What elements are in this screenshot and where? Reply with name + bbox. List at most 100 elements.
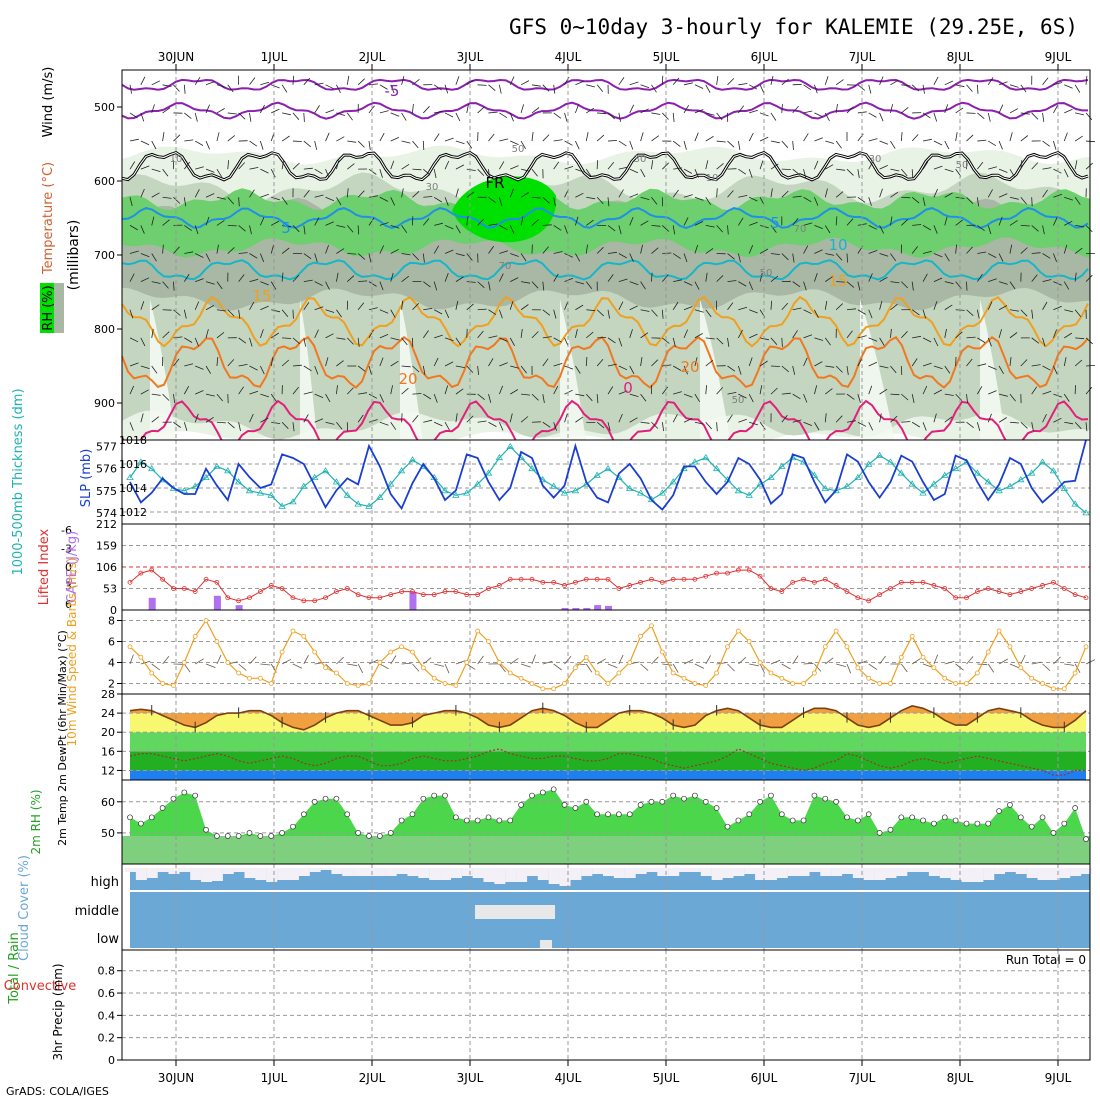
wind-barb <box>455 188 459 198</box>
wind10-point <box>1061 686 1067 692</box>
wind-barb <box>390 197 396 206</box>
cape-tick-label: 106 <box>96 561 117 574</box>
wind-barb <box>129 225 138 231</box>
rh2m-point <box>224 833 231 839</box>
wind-barb <box>998 193 1008 198</box>
wind-barb <box>205 416 214 423</box>
wind-barb <box>1085 225 1093 233</box>
wind-barb <box>205 216 210 226</box>
wind-barb <box>846 393 855 400</box>
wind-barb <box>184 139 194 142</box>
y-tick-label: 24 <box>101 707 115 720</box>
rh2m-point <box>127 814 133 821</box>
wind-barb <box>749 309 758 314</box>
wind-barb <box>803 196 812 203</box>
wind10-point <box>453 683 459 688</box>
wind-barb <box>216 108 225 114</box>
wind-barb <box>357 414 364 423</box>
surface-wind-barb <box>585 663 593 673</box>
wind-barb <box>542 224 552 226</box>
wind-barb <box>1031 112 1039 120</box>
wind10-point <box>399 644 404 650</box>
wind-barb <box>759 84 765 94</box>
surface-wind-barb <box>1009 663 1020 669</box>
thickness-point <box>343 491 352 498</box>
surface-wind-barb <box>705 655 711 665</box>
surface-wind-barb <box>194 658 204 665</box>
wind-barb <box>173 281 175 291</box>
wind-barb <box>803 84 812 91</box>
wind-barb <box>357 365 366 372</box>
cloud-high-gap <box>222 868 234 874</box>
li-point <box>659 579 665 585</box>
rh2m-point <box>800 817 807 824</box>
wind-barb <box>281 197 288 205</box>
wind-barb <box>770 253 780 255</box>
wind-barb <box>705 248 714 254</box>
surface-wind-barb <box>900 663 908 673</box>
wind-barb <box>651 112 661 115</box>
temp-band <box>130 732 1086 752</box>
li-point <box>420 592 426 598</box>
wind-barb <box>879 188 883 198</box>
wind-barb <box>346 225 354 233</box>
wind-barb <box>466 140 473 149</box>
rh2m-point <box>963 820 970 827</box>
wind10-point <box>985 649 991 655</box>
wind10-point <box>627 660 633 665</box>
wind-barb <box>466 79 475 86</box>
rh2m-point <box>572 805 579 811</box>
contour-label: 20 <box>680 358 699 376</box>
wind-barb <box>444 273 449 282</box>
wind-barb <box>390 137 400 142</box>
wind-barb <box>846 308 857 311</box>
wind-barb <box>933 277 943 283</box>
rh2m-point <box>496 817 503 824</box>
wind-barb <box>672 414 678 423</box>
date-label-bottom: 8JUL <box>947 1071 974 1085</box>
wind-barb <box>944 365 951 374</box>
cloud-high-gap <box>516 868 528 882</box>
wind-barb <box>1074 84 1081 93</box>
wind-barb <box>357 253 366 260</box>
wind-barb <box>596 84 604 93</box>
cloud-high-gap <box>483 868 495 882</box>
wind-barb <box>716 337 724 345</box>
rh2m-point <box>377 833 383 839</box>
wind-barb <box>368 365 372 375</box>
wind-barb <box>205 168 215 173</box>
wind-barb <box>368 105 375 114</box>
wind-barb <box>488 223 498 226</box>
thickness-point <box>821 484 830 491</box>
wind-barb <box>173 421 181 428</box>
wind-barb <box>846 253 848 263</box>
li-point <box>1083 595 1089 601</box>
wind-barb <box>249 140 258 147</box>
wind-barb <box>216 84 226 88</box>
wind-barb <box>586 107 595 114</box>
wind-barb <box>227 135 236 142</box>
wind-barb <box>281 247 290 254</box>
wind-barb <box>314 82 324 86</box>
wind-barb <box>976 197 979 207</box>
wind-barb <box>270 357 274 367</box>
li-point <box>909 579 915 585</box>
wind10-point <box>138 654 144 660</box>
surface-wind-barb <box>553 663 562 671</box>
wind-barb <box>401 253 411 256</box>
wind10-point <box>410 649 415 655</box>
wind-barb <box>575 253 581 262</box>
li-point <box>1061 586 1067 591</box>
wind-barb <box>162 281 169 289</box>
rh-streak <box>560 299 590 470</box>
wind-barb <box>803 281 807 291</box>
cloud-high-gap <box>385 868 397 876</box>
li-tick-label: 3 <box>65 579 72 592</box>
wind10-point <box>725 644 730 650</box>
wind-barb <box>162 244 164 254</box>
wind-barb <box>727 225 729 235</box>
wind-barb <box>987 225 992 235</box>
wind-barb <box>879 140 889 145</box>
wind-barb <box>585 356 588 367</box>
